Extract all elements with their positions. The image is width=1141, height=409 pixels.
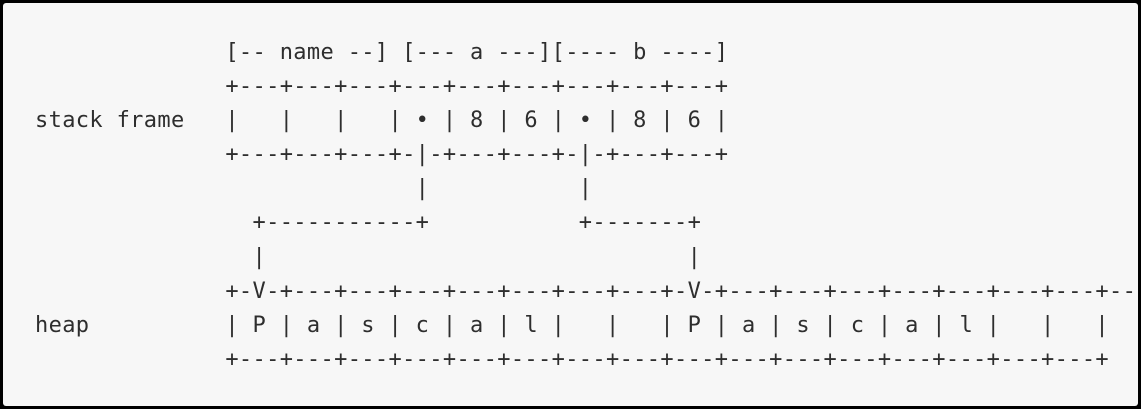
pointer-lines-to-heap: | |: [35, 244, 702, 270]
stack-frame-bottom-border: +---+---+---+-|-+---+---+-|-+---+---+: [35, 142, 729, 168]
heap-row: heap | P | a | s | c | a | l | | | P | a…: [35, 312, 1110, 338]
pointer-lines-down: | |: [35, 176, 593, 202]
diagram-frame: [-- name --] [--- a ---][---- b ----] +-…: [3, 3, 1138, 406]
heap-top-border-with-arrows: +-V-+---+---+---+---+---+---+---+-V-+---…: [35, 278, 1138, 304]
stack-frame-row: stack frame | | | | • | 8 | 6 | • | 8 | …: [35, 108, 729, 134]
field-labels-row: [-- name --] [--- a ---][---- b ----]: [35, 40, 729, 65]
heap-bottom-border: +---+---+---+---+---+---+---+---+---+---…: [35, 346, 1110, 372]
pointer-connectors: +-----------+ +-------+: [35, 210, 702, 236]
stack-frame-top-border: +---+---+---+---+---+---+---+---+---+: [35, 74, 729, 100]
memory-layout-ascii-diagram: [-- name --] [--- a ---][---- b ----] +-…: [35, 36, 1138, 377]
